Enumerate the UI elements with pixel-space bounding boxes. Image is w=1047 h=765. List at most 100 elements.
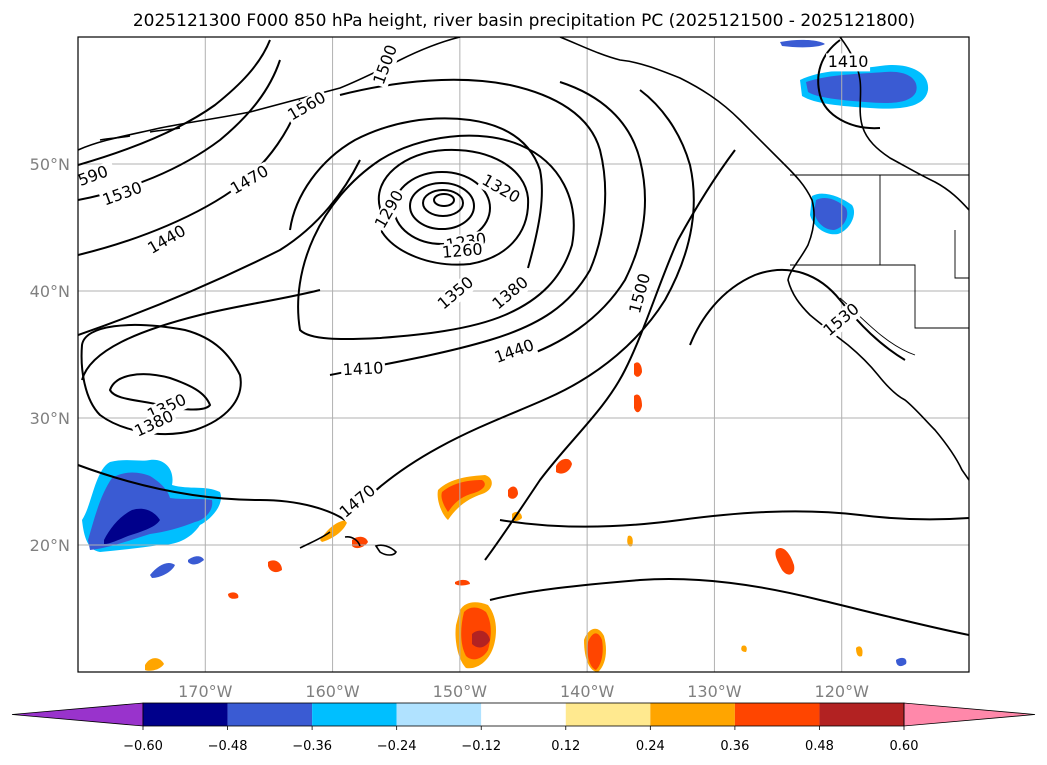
- lon-tick-label: 120°W: [815, 682, 870, 701]
- positive-patch-15: [228, 592, 239, 599]
- political-borders: [790, 174, 969, 356]
- longitude-tick-labels: 170°W 160°W 150°W 140°W 130°W 120°W: [178, 682, 869, 701]
- contour-label: 1410: [828, 52, 869, 71]
- contour-label-halo: [439, 240, 486, 263]
- negative-patch-small-1: [150, 563, 175, 578]
- colorbar-tick-label: 0.48: [805, 739, 834, 754]
- colorbar-extend-low: [11, 702, 144, 727]
- positive-patch-13: [145, 658, 164, 671]
- colorbar-bin: [650, 703, 735, 726]
- contour-south: [489, 510, 969, 636]
- contour-1350-low: [108, 373, 212, 411]
- contour-label-halo: [626, 269, 655, 318]
- contour-label-halo: [226, 161, 274, 200]
- positive-patch-4: [556, 458, 572, 474]
- contour-1350: [297, 134, 575, 341]
- positive-patch-9: [775, 547, 795, 575]
- lat-tick-label: 50°N: [30, 155, 70, 174]
- positive-patch-2: [320, 520, 348, 542]
- colorbar-tick-label: −0.60: [123, 739, 163, 754]
- contour-1410: [81, 78, 607, 381]
- contour-1470: [78, 89, 695, 521]
- colorbar-bin: [227, 703, 313, 726]
- contour-label: 1410: [342, 358, 384, 379]
- positive-patch-12-core: [587, 633, 603, 670]
- contour-label-halo: [819, 299, 865, 342]
- contour-1380-open: [289, 117, 543, 269]
- positive-patch-7: [634, 362, 642, 377]
- colorbar-bin: [396, 703, 482, 726]
- contour-1380-low: [80, 324, 242, 436]
- positive-patch-16: [268, 560, 282, 573]
- contour-label-halo: [490, 335, 539, 368]
- west-coast: [559, 37, 969, 481]
- positive-patch-11-core: [472, 630, 490, 648]
- negative-patch-small-3: [896, 657, 907, 667]
- colorbar-bin: [565, 703, 651, 726]
- contour-label-halo: [488, 272, 534, 315]
- colorbar-frame: [142, 702, 905, 727]
- precipitation-shading: [82, 39, 929, 672]
- contour-label-halo: [370, 41, 403, 89]
- alaska-peninsula-coast: [78, 37, 461, 151]
- us-state-borders-west: [790, 264, 916, 356]
- contour-label-halo: [98, 178, 147, 211]
- negative-patch-small-2: [188, 556, 204, 565]
- map-frame: [77, 36, 970, 673]
- positive-patch-14: [455, 579, 470, 586]
- contour-1200: [433, 193, 455, 207]
- colorbar-tick-label: −0.48: [208, 739, 248, 754]
- height-contours: [78, 39, 969, 636]
- negative-patch-washington-core: [814, 197, 848, 230]
- contour-label-halo: [826, 53, 871, 72]
- colorbar-bin: [819, 703, 904, 726]
- positive-patch-5: [508, 486, 518, 499]
- lon-tick-label: 150°W: [433, 682, 488, 701]
- lon-tick-label: 130°W: [687, 682, 742, 701]
- colorbar-tick-label: 0.60: [890, 739, 919, 754]
- lon-tick-label: 140°W: [560, 682, 615, 701]
- colorbar-bin: [481, 703, 566, 726]
- positive-patch-17: [741, 645, 747, 652]
- latitude-tick-labels: 50°N 40°N 30°N 20°N: [30, 155, 70, 555]
- contour-1440: [78, 81, 646, 359]
- colorbar-tick-label: −0.36: [292, 739, 332, 754]
- contour-label-halo: [143, 221, 191, 259]
- colorbar-tick-label: 0.36: [720, 739, 749, 754]
- figure-title: 2025121300 F000 850 hPa height, river ba…: [133, 11, 915, 31]
- coast-interior-lakes: [839, 37, 969, 211]
- negative-patch-hawaii-west-core: [104, 508, 160, 544]
- hawaiian-islands: [299, 531, 397, 556]
- contour-1320: [377, 148, 530, 266]
- negative-patch-bc-core: [806, 71, 917, 103]
- lon-tick-label: 160°W: [305, 682, 360, 701]
- colorbar-tick-label: 0.24: [636, 739, 665, 754]
- contour-label-halo: [335, 480, 381, 523]
- colorbar-bin: [734, 703, 820, 726]
- positive-patch-1-core: [441, 480, 485, 512]
- lat-tick-label: 40°N: [30, 282, 70, 301]
- lat-tick-label: 30°N: [30, 409, 70, 428]
- contour-label: 1260: [441, 239, 483, 261]
- contour-1260: [409, 182, 475, 230]
- lon-tick-label: 170°W: [178, 682, 233, 701]
- colorbar: −0.60 −0.48 −0.36 −0.24 −0.12 0.12 0.24 0.36 0.4…: [11, 702, 1036, 754]
- positive-patch-18: [856, 646, 863, 657]
- contour-label-halo: [130, 406, 179, 442]
- contour-label-halo: [78, 160, 118, 193]
- contour-1230: [422, 189, 464, 217]
- contour-label-halo: [433, 272, 479, 315]
- colorbar-bin: [312, 703, 397, 726]
- contour-label-halo: [371, 186, 409, 234]
- colorbar-extend-high: [903, 702, 1036, 727]
- coastlines: [78, 37, 969, 556]
- colorbar-bin: [143, 703, 228, 726]
- colorbar-tick-label: −0.24: [377, 739, 417, 754]
- positive-patch-10: [627, 535, 633, 547]
- us-state-borders: [840, 175, 969, 329]
- contour-label-halo: [283, 88, 331, 126]
- colorbar-tick-label: −0.12: [461, 739, 501, 754]
- colorbar-tick-label: 0.12: [551, 739, 580, 754]
